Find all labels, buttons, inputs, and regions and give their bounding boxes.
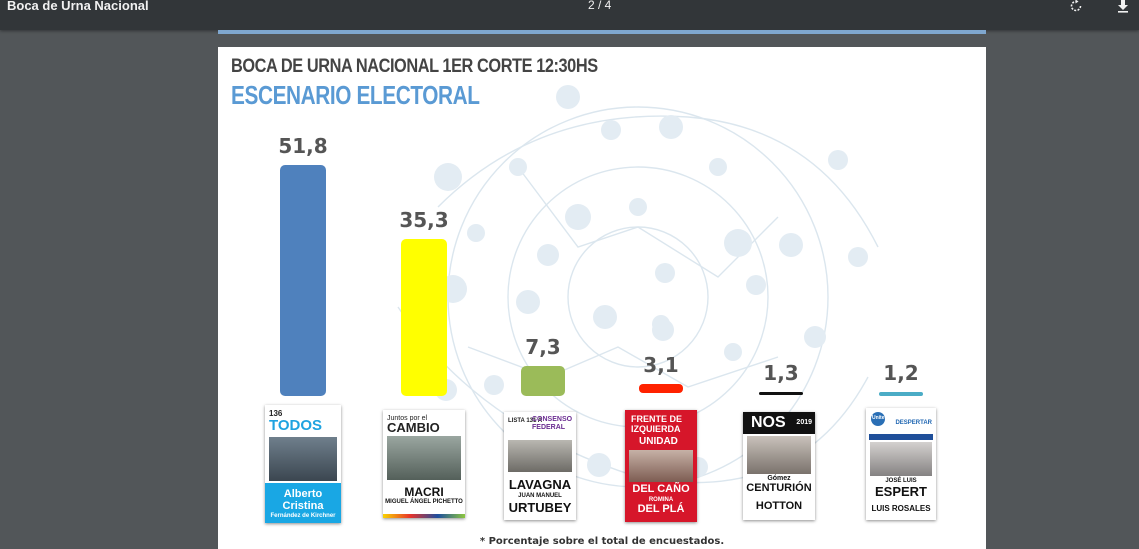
candidates-photo [629,450,693,482]
value-label-nos: 1,3 [763,361,799,385]
slide-page: BOCA DE URNA NACIONAL 1ER CORTE 12:30HS … [218,47,986,549]
bar-nos [759,392,803,395]
footnote: * Porcentaje sobre el total de encuestad… [479,536,725,547]
ballot-logo: Unite [872,415,885,421]
value-label-consenso-federal: 7,3 [525,335,561,359]
viewer-toolbar: Boca de Urna Nacional 2 / 4 [0,0,1139,30]
value-label-juntos-por-el-cambio: 35,3 [399,207,449,232]
bar-unite-despertar [879,392,923,396]
ballot-logo: TODOS [269,417,323,434]
value-label-unite-despertar: 1,2 [883,361,919,385]
ballot-consenso-federal: LISTA 131 A CONSENSO FEDERAL LAVAGNA JUA… [504,412,576,520]
document-title: Boca de Urna Nacional [7,0,149,13]
slide-subtitle: ESCENARIO ELECTORAL [231,80,480,110]
candidates-photo [870,442,932,476]
ballot-logo: NOS [751,414,786,431]
candidates-photo [387,436,461,480]
ballot-frente-de-izquierda: FRENTE DE IZQUIERDA UNIDAD DEL CAÑO ROMI… [625,410,697,522]
slide-title: BOCA DE URNA NACIONAL 1ER CORTE 12:30HS [231,56,598,77]
ballot-nos: NOS 2019 Gómez CENTURIÓN HOTTON [743,412,815,520]
download-icon[interactable] [1113,0,1133,16]
ballot-frente-de-todos: 136 TODOS Alberto Cristina Fernández de … [265,405,341,523]
page-indicator: 2 / 4 [588,0,612,12]
candidates-photo [269,437,337,481]
rotate-icon[interactable] [1066,0,1086,16]
ballot-logo: CAMBIO [387,420,440,435]
bar-frente-de-todos [280,165,326,396]
bar-consenso-federal [521,366,565,396]
bar-frente-de-izquierda [639,384,683,393]
ballot-juntos-por-el-cambio: Juntos por el CAMBIO MACRI MIGUEL ÁNGEL … [383,410,465,518]
ballot-logo: UNIDAD [639,436,678,447]
ballot-logo: CONSENSO FEDERAL [532,416,573,431]
value-label-frente-de-izquierda: 3,1 [643,353,679,377]
candidates-photo [747,436,811,474]
ballot-unite-despertar: Unite DESPERTAR JOSÉ LUIS ESPERT LUIS RO… [866,408,936,520]
candidates-photo [508,440,572,472]
previous-page-edge [218,30,986,34]
value-label-frente-de-todos: 51,8 [278,134,328,158]
bar-juntos-por-el-cambio [401,238,447,396]
